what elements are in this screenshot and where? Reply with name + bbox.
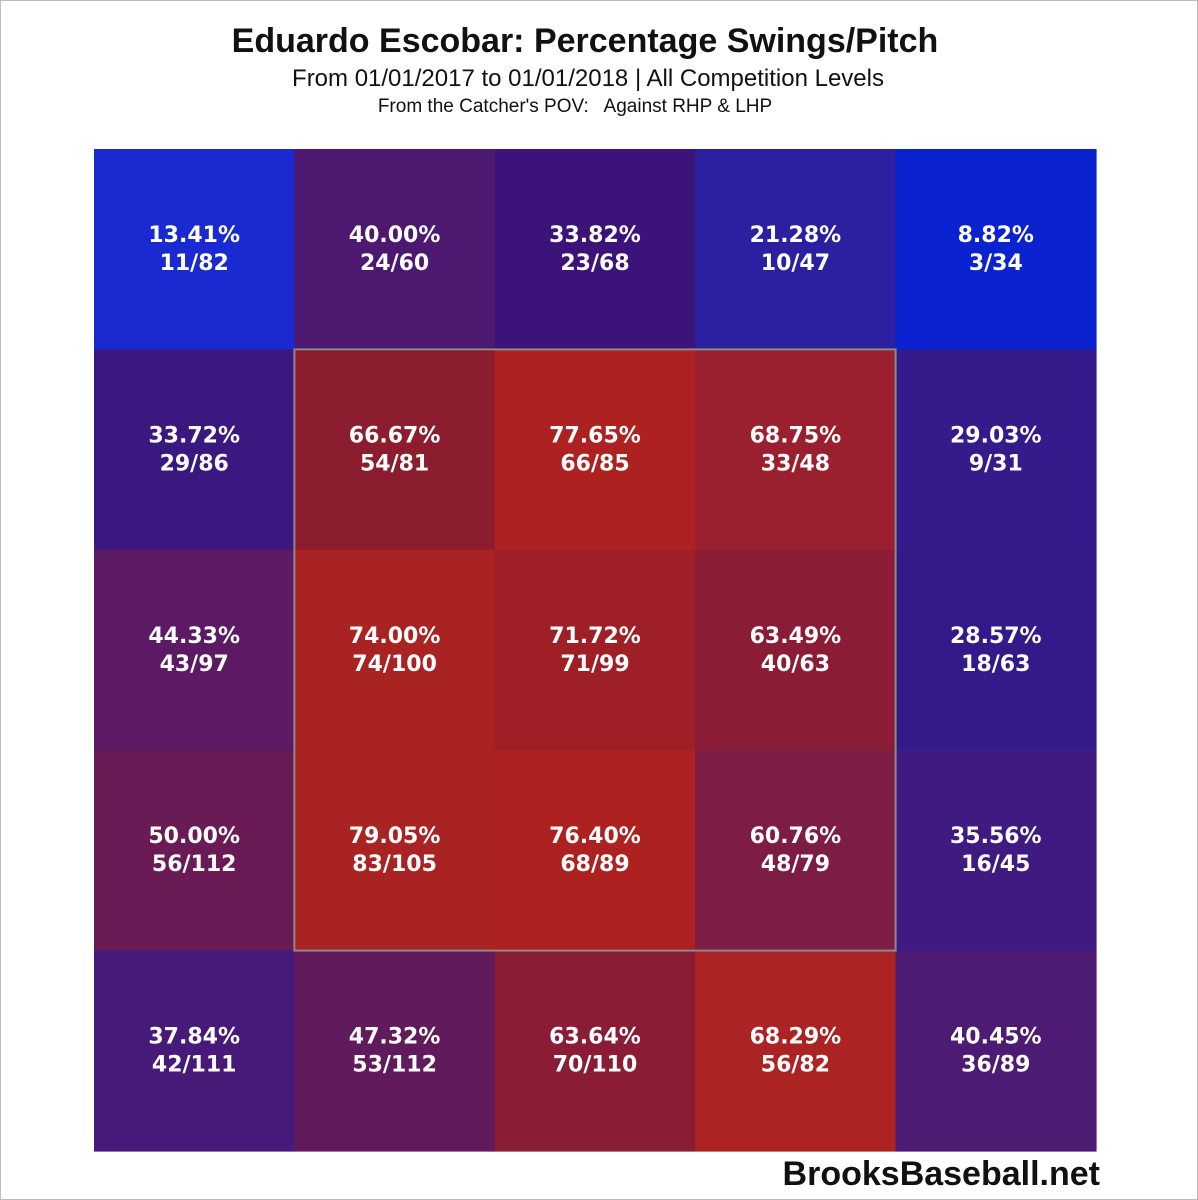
- heatmap-cell-r0-c2: [494, 149, 696, 350]
- cell-count-label: 10/47: [761, 251, 830, 276]
- source-credit: BrooksBaseball.net: [782, 1155, 1100, 1193]
- cell-percentage-label: 47.32%: [349, 1025, 441, 1050]
- cell-count-label: 43/97: [160, 652, 229, 677]
- cell-count-label: 11/82: [160, 251, 229, 276]
- heatmap-cell-r1-c0: [94, 349, 295, 551]
- heatmap-cell-r3-c4: [895, 750, 1097, 952]
- cell-count-label: 71/99: [560, 652, 629, 677]
- cell-percentage-label: 50.00%: [148, 824, 240, 849]
- cell-count-label: 70/110: [553, 1053, 638, 1078]
- chart-title: Eduardo Escobar: Percentage Swings/Pitch: [231, 22, 939, 60]
- heatmap-cell-r4-c0: [94, 950, 295, 1152]
- cell-count-label: 40/63: [761, 652, 830, 677]
- heatmap-cell-r0-c0: [94, 149, 295, 350]
- cell-count-label: 56/82: [761, 1053, 830, 1078]
- heatmap-cell-r1-c1: [294, 349, 496, 551]
- cell-percentage-label: 37.84%: [148, 1025, 240, 1050]
- cell-percentage-label: 68.29%: [750, 1025, 842, 1050]
- cell-percentage-label: 63.49%: [750, 624, 842, 649]
- heatmap-cell-r2-c3: [695, 549, 897, 751]
- cell-count-label: 74/100: [352, 652, 437, 677]
- cell-percentage-label: 60.76%: [750, 824, 842, 849]
- cell-count-label: 18/63: [961, 652, 1030, 677]
- cell-count-label: 29/86: [160, 451, 229, 476]
- cell-count-label: 24/60: [360, 251, 429, 276]
- cell-percentage-label: 40.00%: [349, 223, 441, 248]
- chart-subtitle-pov: From the Catcher's POV: Against RHP & LH…: [377, 96, 773, 117]
- heatmap-cell-r4-c4: [895, 950, 1097, 1152]
- cell-percentage-label: 13.41%: [148, 223, 240, 248]
- heatmap-cell-r1-c4: [895, 349, 1097, 551]
- heatmap-cell-r1-c3: [695, 349, 897, 551]
- heatmap-cell-r0-c4: [895, 149, 1097, 350]
- heatmap-cell-r3-c1: [294, 750, 496, 952]
- heatmap-cell-r3-c2: [494, 750, 696, 952]
- cell-count-label: 3/34: [969, 251, 1023, 276]
- cell-count-label: 66/85: [560, 451, 629, 476]
- cell-percentage-label: 76.40%: [549, 824, 641, 849]
- cell-percentage-label: 40.45%: [950, 1025, 1042, 1050]
- heatmap-cell-r2-c1: [294, 549, 496, 751]
- cell-count-label: 23/68: [560, 251, 629, 276]
- cell-percentage-label: 77.65%: [549, 423, 641, 448]
- cell-percentage-label: 33.72%: [148, 423, 240, 448]
- heatmap-cell-r0-c3: [695, 149, 897, 350]
- strike-zone-outline: [293, 348, 897, 952]
- cell-percentage-label: 71.72%: [549, 624, 641, 649]
- cell-count-label: 36/89: [961, 1053, 1030, 1078]
- cell-percentage-label: 68.75%: [750, 423, 842, 448]
- heatmap-cell-r4-c2: [494, 950, 696, 1152]
- heatmap-cell-r3-c0: [94, 750, 295, 952]
- cell-count-label: 9/31: [969, 451, 1023, 476]
- cell-percentage-label: 8.82%: [958, 223, 1034, 248]
- cell-count-label: 16/45: [961, 852, 1030, 877]
- cell-count-label: 56/112: [152, 852, 237, 877]
- cell-count-label: 83/105: [352, 852, 437, 877]
- chart-subtitle: From 01/01/2017 to 01/01/2018 | All Comp…: [292, 65, 884, 92]
- cell-count-label: 48/79: [761, 852, 830, 877]
- cell-percentage-label: 35.56%: [950, 824, 1042, 849]
- cell-count-label: 68/89: [560, 852, 629, 877]
- cell-count-label: 53/112: [352, 1053, 437, 1078]
- heatmap-cell-r2-c2: [494, 549, 696, 751]
- heatmap-cell-r2-c0: [94, 549, 295, 751]
- cell-percentage-label: 79.05%: [349, 824, 441, 849]
- heatmap-cell-r0-c1: [294, 149, 496, 350]
- heatmap-cell-r4-c3: [695, 950, 897, 1152]
- cell-count-label: 54/81: [360, 451, 429, 476]
- heatmap-cell-r1-c2: [494, 349, 696, 551]
- cell-percentage-label: 66.67%: [349, 423, 441, 448]
- cell-count-label: 33/48: [761, 451, 830, 476]
- cell-percentage-label: 21.28%: [750, 223, 842, 248]
- cell-percentage-label: 29.03%: [950, 423, 1042, 448]
- cell-percentage-label: 44.33%: [148, 624, 240, 649]
- cell-percentage-label: 28.57%: [950, 624, 1042, 649]
- cell-percentage-label: 74.00%: [349, 624, 441, 649]
- heatmap-cell-r3-c3: [695, 750, 897, 952]
- heatmap-cell-r2-c4: [895, 549, 1097, 751]
- cell-percentage-label: 33.82%: [549, 223, 641, 248]
- heatmap-cell-r4-c1: [294, 950, 496, 1152]
- cell-count-label: 42/111: [152, 1053, 237, 1078]
- cell-percentage-label: 63.64%: [549, 1025, 641, 1050]
